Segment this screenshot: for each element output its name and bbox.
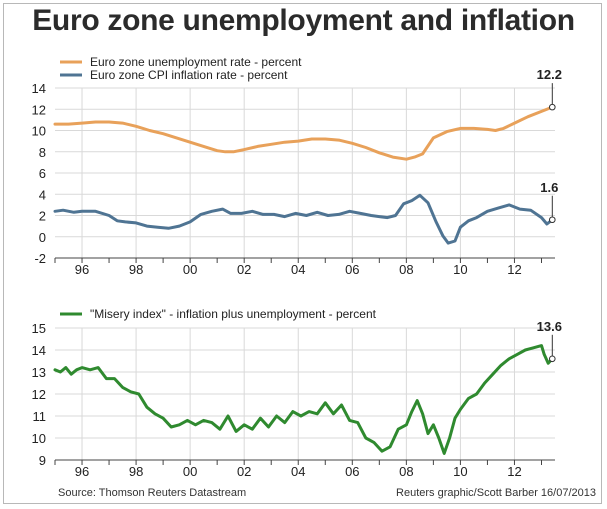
y-tick-label: 12 — [32, 387, 46, 402]
chart-title: Euro zone unemployment and inflation — [32, 4, 575, 37]
legend-label: "Misery index" - inflation plus unemploy… — [90, 307, 377, 321]
x-tick-label: 02 — [237, 262, 251, 277]
annotation-label: 13.6 — [537, 319, 562, 334]
y-tick-label: 13 — [32, 365, 46, 380]
y-tick-label: 14 — [32, 343, 46, 358]
annotation-label: 12.2 — [537, 67, 562, 82]
y-tick-label: 10 — [32, 431, 46, 446]
x-tick-label: 00 — [183, 464, 197, 479]
x-tick-label: 12 — [507, 464, 521, 479]
x-tick-label: 04 — [291, 262, 305, 277]
legend-label: Euro zone unemployment rate - percent — [90, 55, 302, 69]
x-tick-label: 04 — [291, 464, 305, 479]
credit-note: Reuters graphic/Scott Barber 16/07/2013 — [396, 487, 596, 499]
y-tick-label: 8 — [39, 145, 46, 160]
x-tick-label: 98 — [129, 464, 143, 479]
y-tick-label: 6 — [39, 166, 46, 181]
annotation-label: 1.6 — [540, 180, 558, 195]
end-point-marker — [548, 355, 556, 363]
end-point-marker — [548, 216, 556, 224]
x-tick-label: 06 — [345, 262, 359, 277]
x-tick-label: 00 — [183, 262, 197, 277]
y-tick-label: 11 — [33, 409, 47, 424]
y-tick-label: 12 — [32, 102, 46, 117]
y-tick-label: 4 — [39, 187, 46, 202]
series-line — [53, 105, 554, 161]
end-point-marker — [548, 103, 556, 111]
x-tick-label: 10 — [453, 262, 467, 277]
y-tick-label: 10 — [32, 124, 46, 139]
y-tick-label: 2 — [39, 209, 46, 224]
chart-frame — [3, 3, 602, 504]
x-tick-label: 08 — [399, 464, 413, 479]
y-tick-label: 0 — [39, 230, 46, 245]
legend-label: Euro zone CPI inflation rate - percent — [90, 68, 288, 82]
y-tick-label: 9 — [39, 453, 46, 468]
x-tick-label: 96 — [75, 464, 89, 479]
x-tick-label: 10 — [453, 464, 467, 479]
x-tick-label: 96 — [75, 262, 89, 277]
x-tick-label: 12 — [507, 262, 521, 277]
x-tick-label: 06 — [345, 464, 359, 479]
series-line — [53, 344, 554, 455]
y-tick-label: 14 — [32, 81, 46, 96]
x-tick-label: 98 — [129, 262, 143, 277]
source-note: Source: Thomson Reuters Datastream — [58, 487, 247, 499]
y-tick-label: -2 — [34, 251, 46, 266]
series-line — [53, 193, 554, 245]
x-tick-label: 08 — [399, 262, 413, 277]
x-tick-label: 02 — [237, 464, 251, 479]
y-tick-label: 15 — [32, 321, 46, 336]
